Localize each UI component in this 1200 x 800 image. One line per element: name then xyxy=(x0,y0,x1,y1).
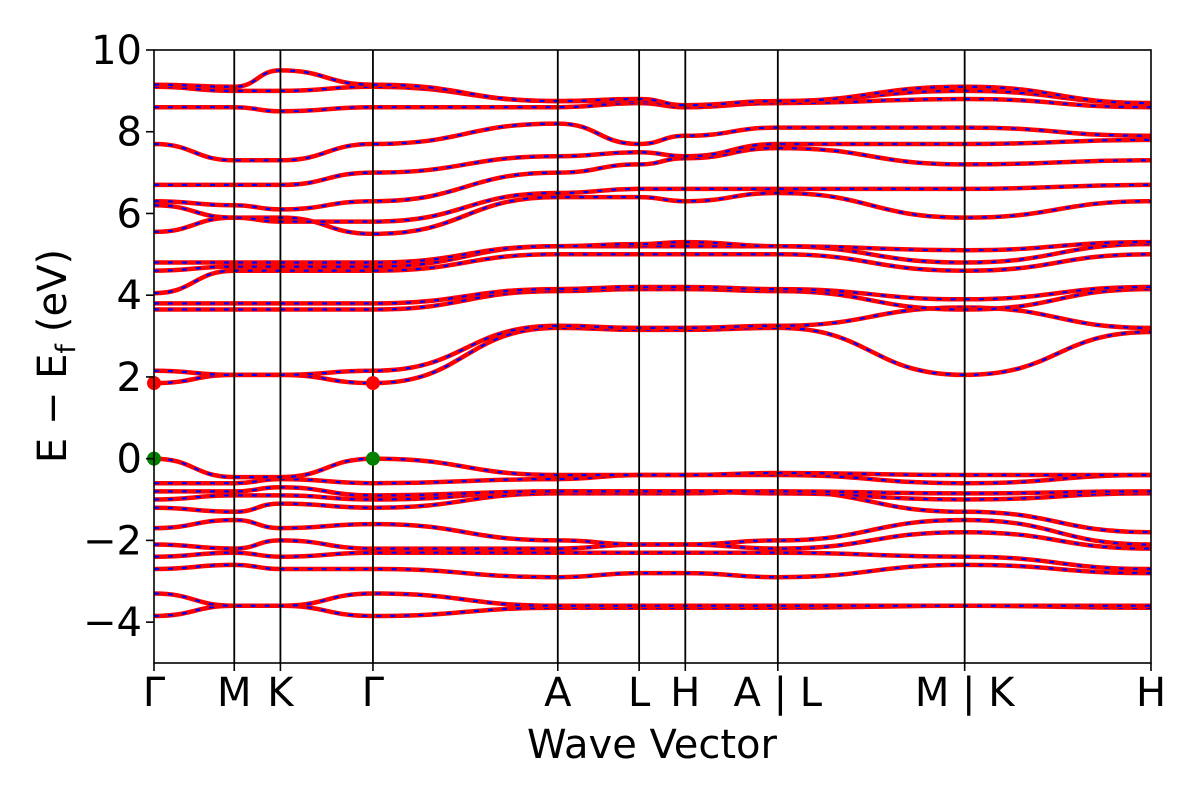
x-tick-label: H xyxy=(670,670,700,716)
x-tick-label: A xyxy=(544,670,572,716)
y-tick-label: 10 xyxy=(91,28,142,74)
band-line-spin-down xyxy=(154,285,1151,305)
band-line-spin-down xyxy=(154,490,1151,501)
y-axis-ticks: −4 −2 0 2 4 6 8 10 xyxy=(83,28,154,646)
band-line-spin-down xyxy=(154,457,1151,479)
y-tick-label: 6 xyxy=(117,191,142,237)
y-tick-label: 0 xyxy=(117,437,142,483)
band-line-spin-down xyxy=(154,551,1151,571)
x-tick-label: L xyxy=(628,670,651,716)
x-tick-label: H xyxy=(1136,670,1166,716)
y-tick-label: −2 xyxy=(83,518,142,564)
y-axis-label-main: E − E xyxy=(30,354,76,464)
band-line-spin-up xyxy=(154,562,1151,580)
band-line-spin-down xyxy=(154,518,1151,546)
band-line-spin-down xyxy=(154,146,1151,211)
x-tick-label: M xyxy=(217,670,252,716)
y-tick-label: 2 xyxy=(117,355,142,401)
band-line-spin-down xyxy=(154,306,1151,377)
high-symmetry-lines xyxy=(233,50,966,663)
band-line-spin-down xyxy=(154,122,1151,162)
band-line-spin-down xyxy=(154,473,1151,485)
band-line-spin-down xyxy=(154,138,1151,187)
y-axis-label-subscript: f xyxy=(51,343,82,354)
x-tick-label: A | L xyxy=(734,670,823,716)
band-line-spin-down xyxy=(154,69,1151,107)
band-line-spin-up xyxy=(154,190,1151,237)
y-axis-label-unit: (eV) xyxy=(30,249,76,332)
band-line-spin-down xyxy=(154,486,1151,497)
band-line-spin-down xyxy=(154,253,1151,295)
band-line-spin-up xyxy=(154,305,1151,378)
bands-layer xyxy=(154,68,1151,619)
x-tick-label: Γ xyxy=(362,670,385,716)
y-tick-label: 4 xyxy=(117,273,142,319)
band-line-spin-up xyxy=(154,591,1151,609)
plot-frame xyxy=(153,49,1152,664)
band-line-spin-down xyxy=(154,563,1151,579)
x-tick-label: Γ xyxy=(143,670,166,716)
vbm-marker xyxy=(365,451,380,466)
extrema-markers xyxy=(147,376,380,466)
x-tick-label: K xyxy=(267,670,295,716)
x-axis-label: Wave Vector xyxy=(527,722,778,768)
cbm-marker xyxy=(365,376,380,391)
y-tick-label: −4 xyxy=(83,600,142,646)
y-tick-label: 8 xyxy=(117,110,142,156)
x-tick-label: M | K xyxy=(915,670,1016,716)
band-line-spin-down xyxy=(154,183,1151,223)
band-line-spin-down xyxy=(154,97,1151,113)
band-line-spin-down xyxy=(154,240,1151,264)
band-line-spin-down xyxy=(154,191,1151,236)
y-axis-label: E − Ef (eV) xyxy=(30,249,82,463)
